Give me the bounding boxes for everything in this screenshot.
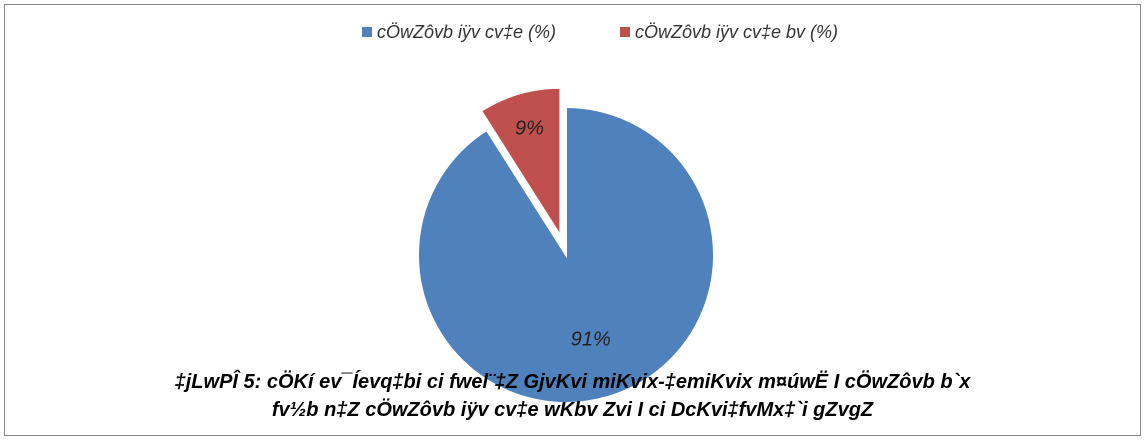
chart-title: ‡jLwPÎ 5: cÖKí ev¯Íevq‡bi ci fwel¨‡Z Gjv… — [174, 371, 971, 421]
legend-label: cÖwZôvb iÿv cv‡e (%) — [377, 22, 556, 42]
data-label: 91% — [571, 329, 611, 351]
legend-label: cÖwZôvb iÿv cv‡e bv (%) — [635, 22, 838, 42]
legend-swatch — [362, 27, 372, 37]
legend-swatch — [620, 27, 630, 37]
pie-slice — [479, 86, 562, 240]
data-label: 9% — [515, 117, 544, 139]
pie-slice — [417, 105, 715, 404]
